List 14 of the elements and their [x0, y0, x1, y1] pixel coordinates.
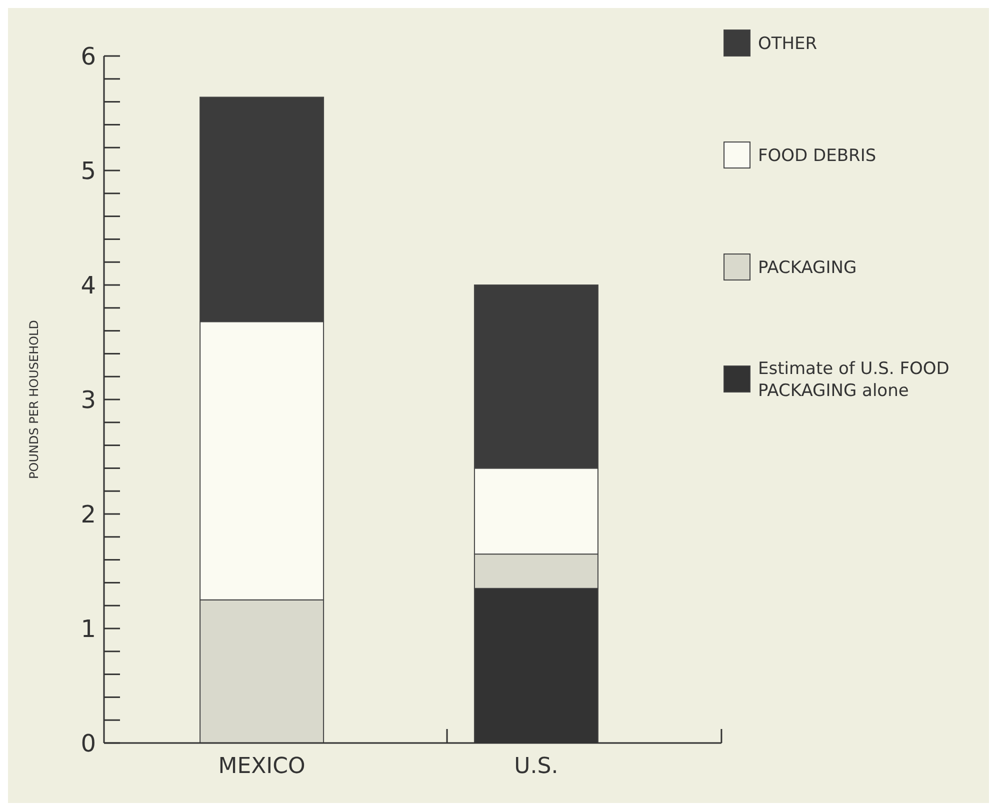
legend-label: OTHER	[758, 34, 818, 54]
y-tick-label: 4	[80, 271, 96, 300]
y-tick-label: 6	[80, 42, 96, 70]
legend-label: FOOD DEBRIS	[758, 146, 876, 166]
y-axis-title: POUNDS PER HOUSEHOLD	[27, 320, 41, 479]
y-tick-label: 3	[80, 386, 96, 414]
x-tick-label: MEXICO	[218, 754, 306, 779]
y-tick-label: 0	[80, 729, 96, 758]
legend-label: Estimate of U.S. FOOD PACKAGING alone	[758, 359, 950, 401]
legend-label: PACKAGING	[758, 258, 857, 278]
y-tick-label: 5	[80, 156, 96, 185]
y-tick-label: 1	[80, 614, 96, 643]
y-tick-label: 2	[80, 500, 96, 528]
x-tick-label: U.S.	[514, 754, 558, 779]
